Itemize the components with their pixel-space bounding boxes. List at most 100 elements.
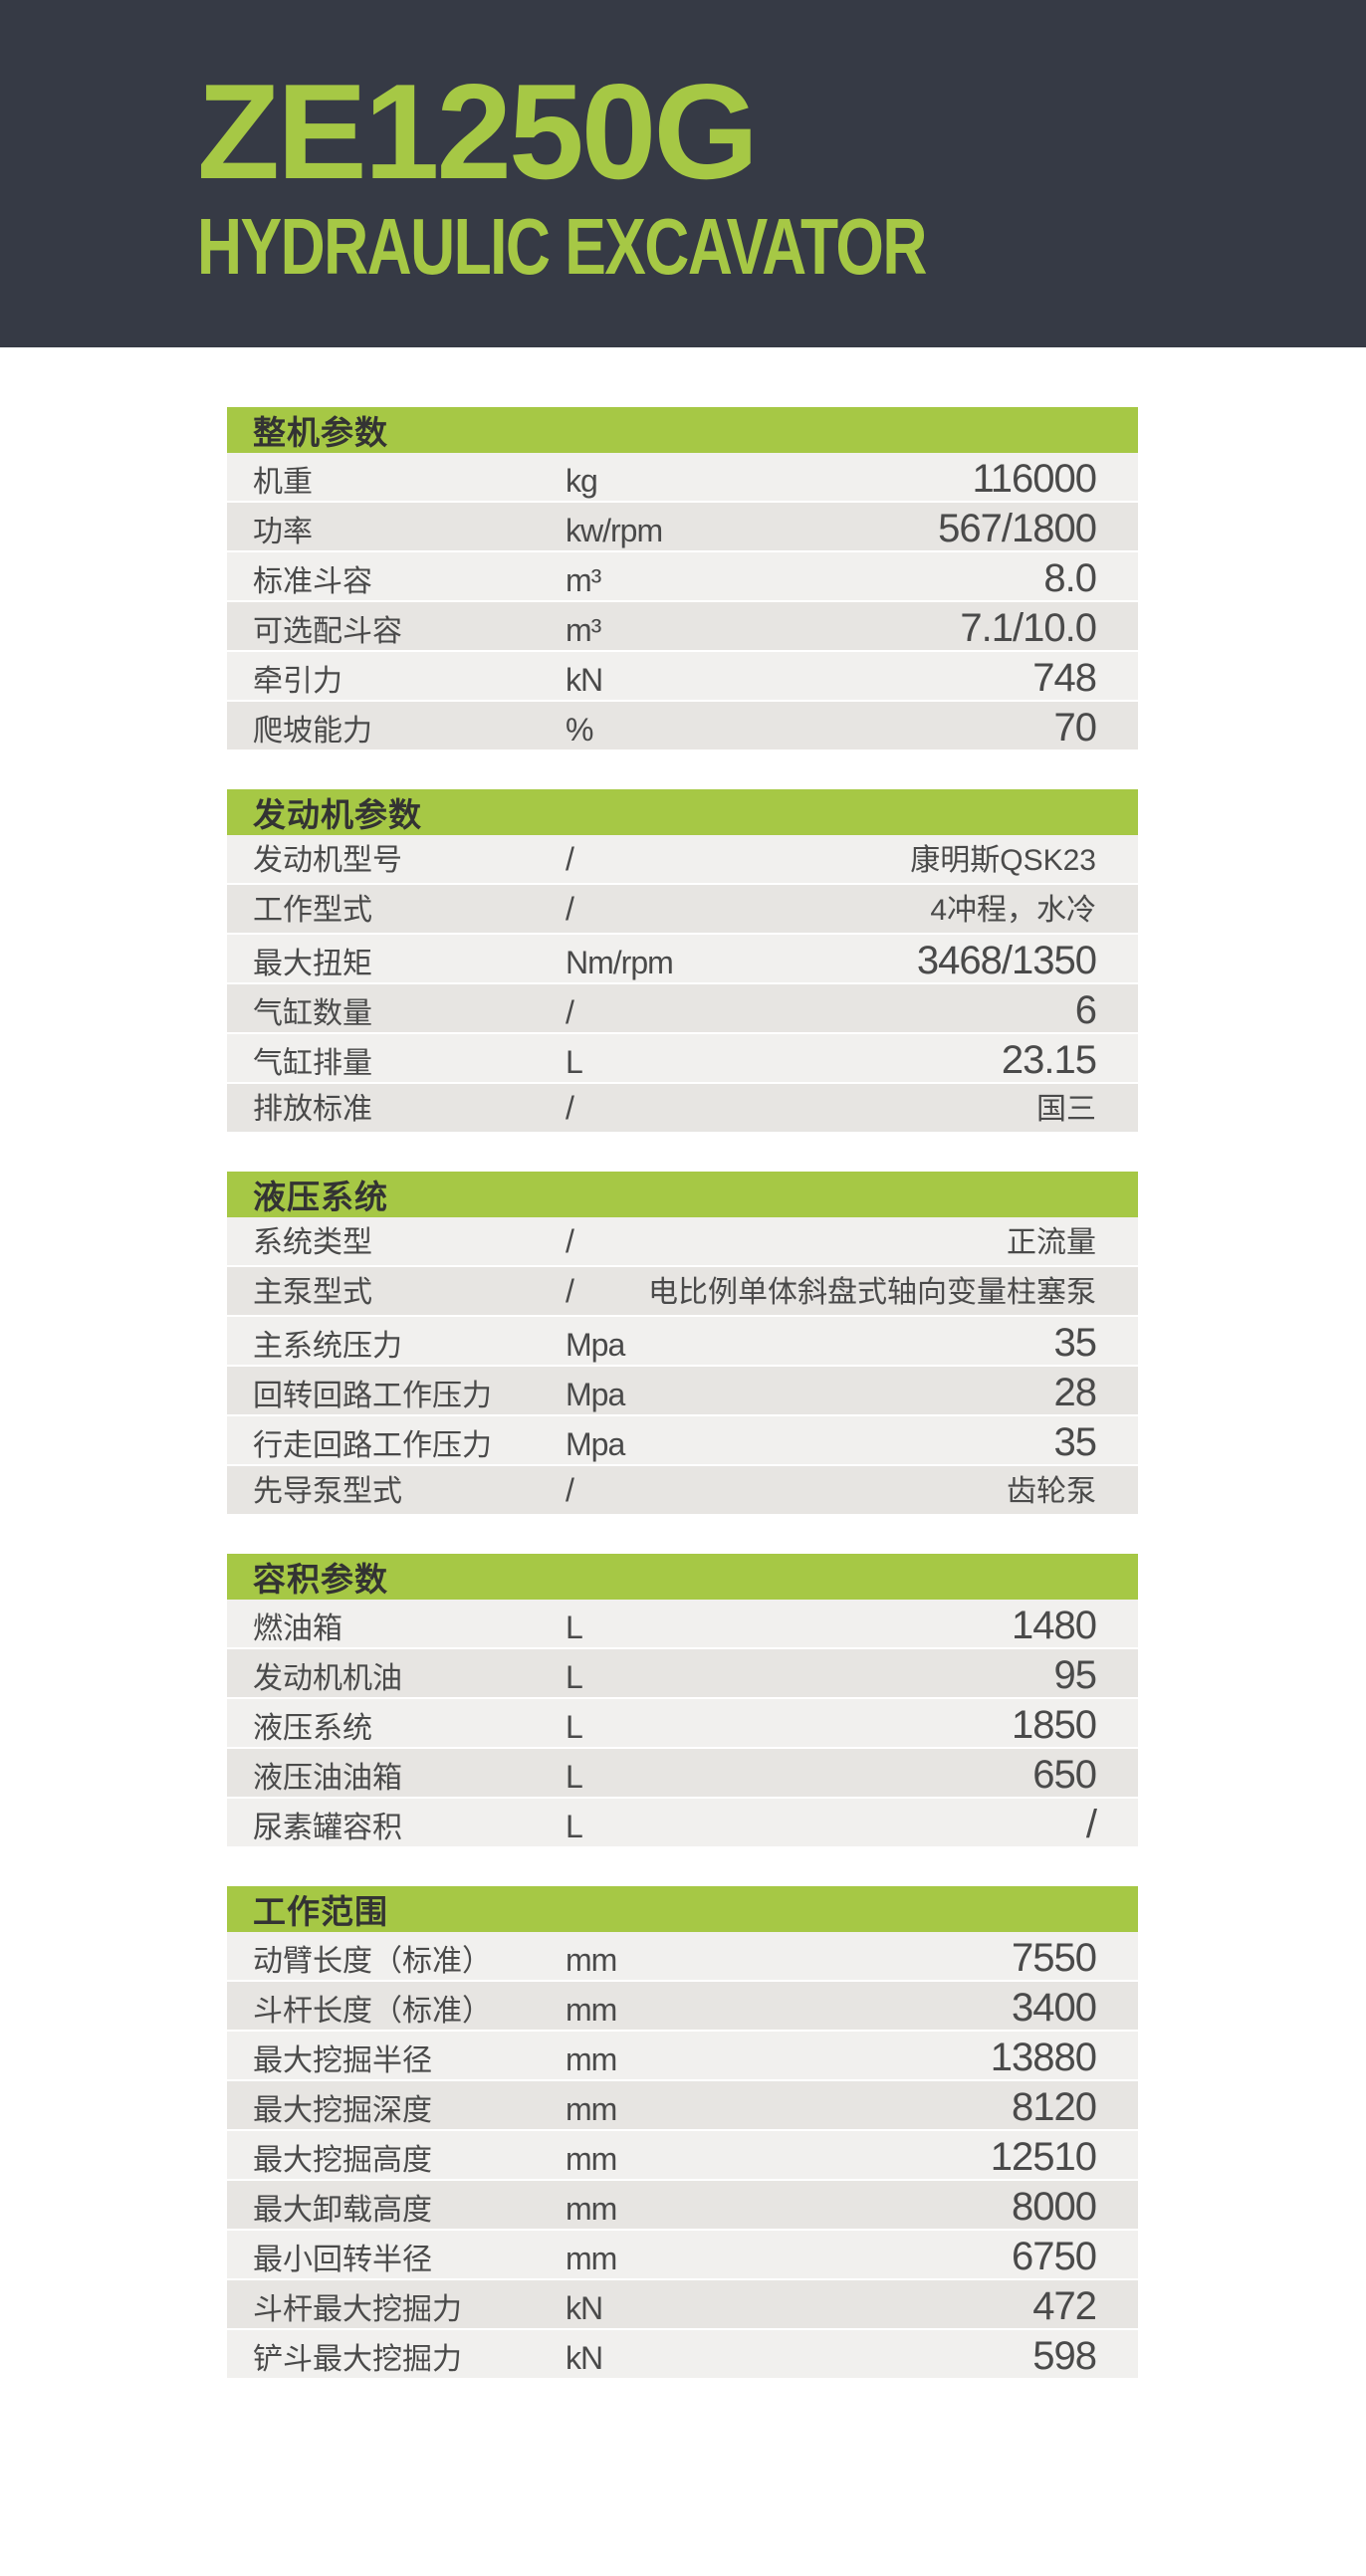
spec-value: 95 (1053, 1653, 1098, 1697)
section-header-bar: 发动机参数 (227, 789, 1138, 835)
spec-value: 23.15 (1001, 1038, 1097, 1082)
spec-unit: m³ (566, 562, 601, 598)
section-header-bar: 工作范围 (227, 1886, 1138, 1932)
spec-value: 国三 (1036, 1093, 1096, 1126)
spec-unit: / (566, 841, 574, 877)
spec-value: 598 (1032, 2334, 1097, 2378)
spec-row: 主系统压力 Mpa 35 (227, 1317, 1138, 1367)
spec-label: 动臂长度（标准） (253, 1945, 492, 1978)
spec-label: 最大挖掘高度 (253, 2144, 432, 2177)
section-header-bar: 整机参数 (227, 407, 1138, 453)
spec-row: 行走回路工作压力 Mpa 35 (227, 1416, 1138, 1466)
spec-unit: kg (566, 463, 598, 499)
spec-row: 爬坡能力 % 70 (227, 702, 1138, 751)
spec-value: 12510 (990, 2135, 1097, 2179)
spec-value: 齿轮泵 (1007, 1475, 1096, 1508)
spec-value: 电比例单体斜盘式轴向变量柱塞泵 (648, 1276, 1096, 1309)
spec-row: 斗杆长度（标准） mm 3400 (227, 1982, 1138, 2032)
spec-unit: / (566, 1223, 574, 1259)
spec-label: 排放标准 (253, 1093, 372, 1126)
spec-value: 35 (1053, 1321, 1097, 1365)
spec-label: 最大扭矩 (253, 948, 372, 980)
spec-row: 工作型式 / 4冲程，水冷 (227, 885, 1138, 935)
spec-value: 6750 (1012, 2235, 1097, 2278)
spec-value: 28 (1053, 1371, 1097, 1414)
spec-row: 最小回转半径 mm 6750 (227, 2231, 1138, 2280)
spec-unit: Mpa (566, 1327, 625, 1363)
spec-unit: m³ (566, 612, 601, 648)
spec-row: 最大挖掘半径 mm 13880 (227, 2032, 1138, 2081)
spec-value: 650 (1032, 1753, 1097, 1797)
spec-unit: L (566, 1709, 583, 1745)
spec-label: 机重 (253, 466, 313, 499)
spec-unit: / (566, 1472, 574, 1508)
spec-value: 1850 (1012, 1703, 1097, 1747)
spec-value: 472 (1032, 2284, 1097, 2328)
spec-value: 正流量 (1007, 1226, 1096, 1259)
spec-label: 发动机型号 (253, 844, 402, 877)
spec-label: 斗杆最大挖掘力 (253, 2293, 462, 2326)
spec-row: 先导泵型式 / 齿轮泵 (227, 1466, 1138, 1516)
spec-section-2: 液压系统 系统类型 / 正流量 主泵型式 / 电比例单体斜盘式轴向变量柱塞泵 主… (227, 1172, 1138, 1516)
spec-value: 567/1800 (938, 507, 1097, 550)
spec-label: 液压系统 (253, 1712, 372, 1745)
spec-row: 排放标准 / 国三 (227, 1084, 1138, 1134)
spec-tables: 整机参数 机重 kg 116000 功率 kw/rpm 567/1800 标准斗… (227, 407, 1138, 2380)
spec-value: 3468/1350 (916, 939, 1097, 982)
spec-value: 3400 (1012, 1986, 1097, 2030)
spec-label: 主系统压力 (253, 1330, 402, 1363)
spec-unit: Mpa (566, 1426, 625, 1462)
spec-row: 斗杆最大挖掘力 kN 472 (227, 2280, 1138, 2330)
spec-label: 功率 (253, 516, 313, 548)
spec-label: 铲斗最大挖掘力 (253, 2343, 462, 2376)
spec-label: 最大挖掘半径 (253, 2044, 432, 2077)
spec-unit: mm (566, 1942, 617, 1978)
section-title: 整机参数 (253, 414, 388, 451)
spec-row: 功率 kw/rpm 567/1800 (227, 503, 1138, 552)
spec-unit: / (566, 994, 574, 1030)
spec-label: 最大挖掘深度 (253, 2094, 432, 2127)
spec-row: 系统类型 / 正流量 (227, 1217, 1138, 1267)
spec-section-3: 容积参数 燃油箱 L 1480 发动机机油 L 95 液压系统 L 1850 液… (227, 1554, 1138, 1848)
section-title: 工作范围 (253, 1893, 388, 1930)
spec-value: 35 (1053, 1420, 1097, 1464)
spec-section-4: 工作范围 动臂长度（标准） mm 7550 斗杆长度（标准） mm 3400 最… (227, 1886, 1138, 2380)
spec-label: 回转回路工作压力 (253, 1380, 492, 1412)
spec-unit: L (566, 1610, 583, 1645)
section-title: 液压系统 (253, 1179, 388, 1215)
spec-label: 最小回转半径 (253, 2244, 432, 2276)
section-title: 发动机参数 (253, 796, 422, 833)
section-title: 容积参数 (253, 1561, 388, 1598)
spec-unit: kN (566, 2290, 603, 2326)
spec-label: 燃油箱 (253, 1612, 342, 1645)
spec-row: 最大挖掘深度 mm 8120 (227, 2081, 1138, 2131)
spec-unit: Mpa (566, 1377, 625, 1412)
spec-label: 系统类型 (253, 1226, 372, 1259)
spec-value: 8000 (1012, 2185, 1097, 2229)
spec-value: 6 (1074, 988, 1097, 1032)
spec-value: 8.0 (1043, 556, 1097, 600)
spec-row: 最大卸载高度 mm 8000 (227, 2181, 1138, 2231)
spec-row: 最大挖掘高度 mm 12510 (227, 2131, 1138, 2181)
spec-value: 4冲程，水冷 (930, 894, 1096, 927)
spec-value: 康明斯QSK23 (910, 844, 1096, 877)
spec-row: 气缸排量 L 23.15 (227, 1034, 1138, 1084)
spec-label: 牵引力 (253, 665, 342, 698)
spec-value: 116000 (972, 457, 1097, 501)
spec-value: 7550 (1012, 1936, 1097, 1980)
spec-row: 尿素罐容积 L / (227, 1799, 1138, 1848)
spec-row: 最大扭矩 Nm/rpm 3468/1350 (227, 935, 1138, 984)
spec-unit: Nm/rpm (566, 945, 674, 980)
spec-value: 8120 (1012, 2085, 1097, 2129)
section-rows: 发动机型号 / 康明斯QSK23 工作型式 / 4冲程，水冷 最大扭矩 Nm/r… (227, 835, 1138, 1134)
hero-title-block: ZE1250G HYDRAULIC EXCAVATOR (0, 0, 1366, 287)
spec-unit: mm (566, 2241, 617, 2276)
spec-row: 液压系统 L 1850 (227, 1699, 1138, 1749)
spec-section-1: 发动机参数 发动机型号 / 康明斯QSK23 工作型式 / 4冲程，水冷 最大扭… (227, 789, 1138, 1134)
spec-value: 1480 (1012, 1604, 1097, 1647)
spec-row: 铲斗最大挖掘力 kN 598 (227, 2330, 1138, 2380)
spec-value: 7.1/10.0 (960, 606, 1097, 650)
spec-unit: L (566, 1659, 583, 1695)
spec-row: 发动机机油 L 95 (227, 1649, 1138, 1699)
spec-label: 主泵型式 (253, 1276, 372, 1309)
